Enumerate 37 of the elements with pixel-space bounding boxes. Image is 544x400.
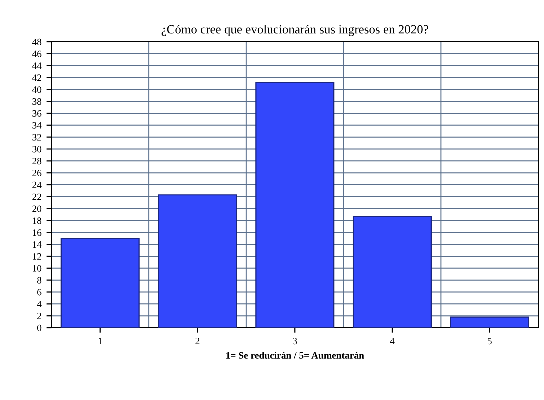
y-tick-label: 24 [32, 182, 42, 188]
bar [60, 238, 140, 328]
y-tick-label: 16 [33, 230, 42, 236]
y-tick-label: 30 [32, 146, 42, 153]
bar [256, 82, 335, 328]
x-tick-label: 1 [98, 338, 102, 344]
y-tick-label: 8 [37, 277, 42, 284]
y-tick-label: 34 [32, 122, 42, 129]
x-axis-title: 1= Se reducirán / 5= Aumentarán [226, 352, 364, 359]
y-tick-label: 22 [32, 194, 42, 200]
x-tick-label: 5 [488, 338, 492, 345]
bar [352, 216, 432, 328]
y-tick-label: 36 [32, 110, 42, 117]
chart-title: ¿Cómo cree que evolucionarán sus ingresos en 2020? [162, 24, 428, 36]
y-tick-label: 0 [37, 324, 42, 332]
y-tick-label: 44 [32, 62, 42, 70]
x-tick-label: 2 [196, 338, 200, 344]
y-tick-label: 4 [37, 301, 42, 308]
y-tick-label: 38 [32, 98, 42, 106]
y-tick-label: 2 [38, 313, 42, 320]
y-tick-label: 40 [32, 86, 42, 94]
y-tick-label: 6 [38, 289, 42, 296]
y-tick-label: 14 [33, 242, 42, 248]
y-tick-label: 48 [32, 38, 42, 46]
y-tick-label: 12 [33, 253, 42, 260]
y-tick-label: 18 [33, 218, 42, 224]
y-tick-label: 32 [32, 134, 42, 141]
y-tick-label: 20 [32, 206, 42, 212]
y-tick-label: 26 [32, 170, 42, 177]
bar [450, 316, 530, 328]
y-tick-label: 42 [32, 74, 42, 82]
bar [158, 194, 238, 328]
x-tick-label: 3 [293, 338, 298, 345]
y-tick-label: 46 [32, 50, 42, 58]
y-tick-label: 10 [33, 265, 42, 272]
x-tick-label: 4 [390, 338, 395, 344]
y-tick-label: 28 [32, 158, 42, 165]
